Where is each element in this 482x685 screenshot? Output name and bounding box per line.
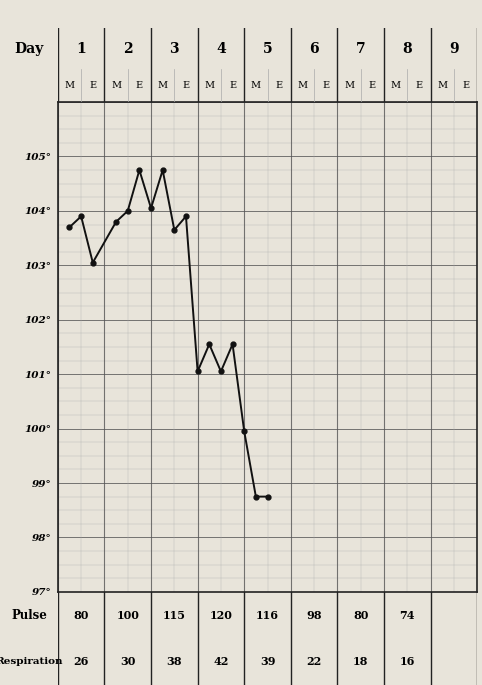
Text: Pulse: Pulse <box>11 609 47 621</box>
Text: M: M <box>65 81 75 90</box>
Text: Day: Day <box>14 42 43 55</box>
Text: 38: 38 <box>167 656 182 667</box>
Text: 26: 26 <box>73 656 89 667</box>
Text: 3: 3 <box>170 42 179 55</box>
Text: 116: 116 <box>256 610 279 621</box>
Text: 2: 2 <box>123 42 133 55</box>
Text: E: E <box>182 81 189 90</box>
Text: 5: 5 <box>263 42 272 55</box>
Text: 7: 7 <box>356 42 365 55</box>
Text: 8: 8 <box>402 42 412 55</box>
Text: E: E <box>276 81 283 90</box>
Text: E: E <box>415 81 423 90</box>
Text: M: M <box>251 81 261 90</box>
Text: 22: 22 <box>307 656 321 667</box>
Text: E: E <box>89 81 96 90</box>
Text: 80: 80 <box>73 610 89 621</box>
Text: Respiration: Respiration <box>0 657 63 667</box>
Text: 6: 6 <box>309 42 319 55</box>
Text: M: M <box>297 81 308 90</box>
Text: 115: 115 <box>163 610 186 621</box>
Text: 18: 18 <box>353 656 368 667</box>
Text: 80: 80 <box>353 610 368 621</box>
Text: M: M <box>158 81 168 90</box>
Text: 74: 74 <box>400 610 415 621</box>
Text: 4: 4 <box>216 42 226 55</box>
Text: 98: 98 <box>307 610 322 621</box>
Text: 120: 120 <box>210 610 232 621</box>
Text: E: E <box>136 81 143 90</box>
Text: E: E <box>462 81 469 90</box>
Text: E: E <box>369 81 376 90</box>
Text: M: M <box>437 81 447 90</box>
Text: 42: 42 <box>213 656 228 667</box>
Text: E: E <box>229 81 236 90</box>
Text: 1: 1 <box>76 42 86 55</box>
Text: 9: 9 <box>449 42 459 55</box>
Text: 100: 100 <box>116 610 139 621</box>
Text: M: M <box>111 81 121 90</box>
Text: M: M <box>204 81 214 90</box>
Text: M: M <box>344 81 354 90</box>
Text: E: E <box>322 81 329 90</box>
Text: 30: 30 <box>120 656 135 667</box>
Text: 16: 16 <box>400 656 415 667</box>
Text: M: M <box>390 81 401 90</box>
Text: 39: 39 <box>260 656 275 667</box>
